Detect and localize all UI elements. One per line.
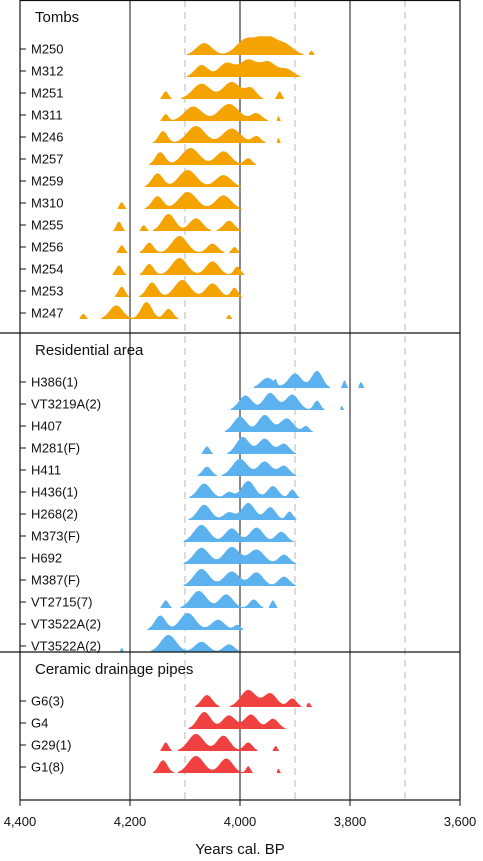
ridge-M257 [148,148,257,165]
ridge-G29(1) [160,734,280,751]
row-label: H692 [31,551,62,566]
panel-title: Residential area [35,342,144,359]
row-label: M254 [31,262,64,277]
ridge-M310 [117,192,243,209]
ridge-M250 [186,36,315,55]
ridge-M373(F) [183,525,295,542]
ridge-H386(1) [253,370,365,388]
row-label: G6(3) [31,694,64,709]
x-tick-label: 4,000 [224,814,257,829]
plot-frame [0,0,461,806]
ridge-M256 [116,236,241,253]
row-label: M256 [31,240,64,255]
x-tick-label: 4,200 [114,814,147,829]
ridge-M259 [144,170,242,187]
row-label: M311 [31,108,63,123]
row-label: G4 [31,716,48,731]
row-label: H407 [31,419,62,434]
row-label: M387(F) [31,573,80,588]
ridge-G1(8) [153,756,281,773]
ridge-H411 [197,459,297,476]
ridge-H407 [224,414,314,432]
row-label: M250 [31,42,64,57]
x-tick-label: 3,600 [444,814,477,829]
row-label: M253 [31,284,64,299]
ridge-M251 [160,81,285,99]
row-label: G1(8) [31,760,64,775]
row-label: H436(1) [31,485,78,500]
ridge-H268(2) [188,502,297,520]
row-label: M310 [31,196,64,211]
row-label: M251 [31,86,64,101]
x-axis-title: Years cal. BP [195,841,285,858]
ridge-H436(1) [189,481,300,498]
ridge-M255 [113,214,242,231]
row-label: M247 [31,306,64,321]
panel-title: Tombs [35,9,79,26]
row-label: M246 [31,130,64,145]
ridge-M311 [160,104,281,121]
ridge-M246 [153,126,281,143]
ridge-M253 [115,280,243,297]
row-label: H411 [31,463,61,478]
panel-title: Ceramic drainage pipes [35,661,193,678]
ridge-G4 [188,711,286,729]
row-label: H268(2) [31,507,78,522]
row-label: M257 [31,152,64,167]
row-label: VT3522A(2) [31,639,101,654]
x-tick-label: 3,800 [334,814,367,829]
ridge-M281(F) [201,436,297,454]
row-label: G29(1) [31,738,71,753]
ridge-VT3219A(2) [230,392,345,410]
ridge-VT3522A(2) [120,635,241,652]
row-label: H386(1) [31,375,78,390]
ridge-M247 [79,302,233,319]
row-label: VT2715(7) [31,595,92,610]
ridge-VT2715(7) [160,591,278,608]
ridge-VT3522A(2) [147,613,244,630]
row-label: M373(F) [31,529,80,544]
row-label: M255 [31,218,64,233]
row-label: M281(F) [31,441,80,456]
x-tick-label: 4,400 [4,814,37,829]
ridge-M387(F) [183,569,297,586]
ridge-M312 [186,59,301,77]
ridge-M254 [112,258,245,275]
labels: Tombs M250 M312 M251 M311 M246 M257 M259 M310 M25… [4,9,477,829]
row-label: M312 [31,64,64,79]
ridge-H692 [183,546,297,564]
row-label: VT3219A(2) [31,397,101,412]
ridges [79,36,365,773]
row-label: VT3522A(2) [31,617,101,632]
ridge-G6(3) [195,689,313,707]
row-label: M259 [31,174,64,189]
